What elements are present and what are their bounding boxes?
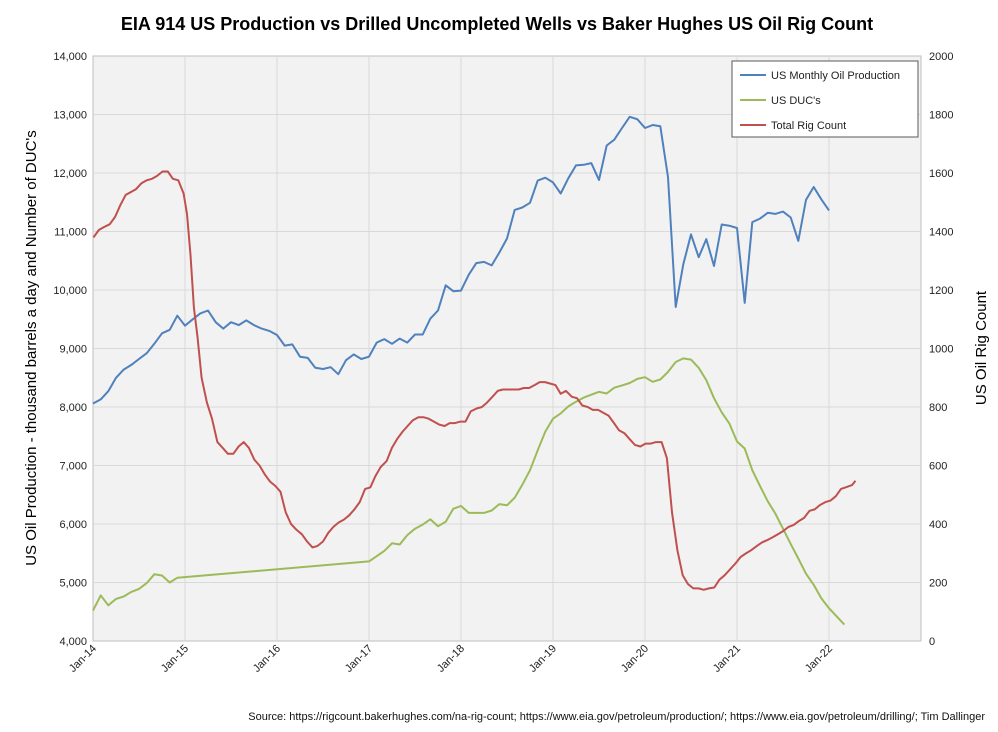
y-tick-label: 8,000 — [59, 402, 87, 414]
y-tick-label: 11,000 — [54, 227, 87, 239]
series-line-us-monthly-oil-production — [92, 115, 830, 405]
y-tick-label: 10,000 — [53, 285, 87, 297]
legend-label: US DUC's — [771, 95, 821, 107]
y-tick-label: 4,000 — [59, 636, 87, 648]
left-axis-ticks: 4,000 5,000 6,000 7,000 8,000 9,000 10,000 11,0… — [53, 51, 87, 648]
y2-tick-label: 200 — [929, 578, 947, 590]
y-tick-label: 13,000 — [53, 110, 87, 122]
y2-tick-label: 1800 — [929, 110, 953, 122]
y2-tick-label: 1200 — [929, 285, 953, 297]
y-tick-label: 5,000 — [59, 578, 87, 590]
y2-tick-label: 2000 — [929, 51, 953, 63]
y2-tick-label: 400 — [929, 519, 947, 531]
y2-tick-label: 0 — [929, 636, 935, 648]
y2-tick-label: 800 — [929, 402, 947, 414]
legend-label: Total Rig Count — [771, 120, 846, 132]
y2-tick-label: 1600 — [929, 168, 953, 180]
y2-tick-label: 600 — [929, 461, 947, 473]
y-tick-label: 7,000 — [59, 461, 87, 473]
legend-label: US Monthly Oil Production — [771, 70, 900, 82]
y2-tick-label: 1000 — [929, 344, 953, 356]
y-tick-label: 6,000 — [59, 519, 87, 531]
series-layer — [92, 115, 857, 626]
legend: US Monthly Oil Production US DUC's Total R… — [731, 60, 919, 138]
y-tick-label: 9,000 — [59, 344, 87, 356]
gridlines — [93, 56, 921, 641]
right-axis-label: US Oil Rig Count — [973, 290, 990, 405]
y2-tick-label: 1400 — [929, 227, 953, 239]
right-axis-ticks: 0 200 400 600 800 1000 1200 1400 1600 1800 2000 — [929, 51, 953, 648]
y-tick-label: 12,000 — [53, 168, 87, 180]
left-axis-label: US Oil Production - thousand barrels a d… — [23, 130, 40, 566]
chart-title: EIA 914 US Production vs Drilled Uncompl… — [121, 14, 873, 34]
series-line-us-duc-s — [92, 357, 846, 626]
source-note: Source: https://rigcount.bakerhughes.com… — [248, 711, 985, 723]
y-tick-label: 14,000 — [53, 51, 87, 63]
series-line-total-rig-count — [92, 170, 857, 591]
